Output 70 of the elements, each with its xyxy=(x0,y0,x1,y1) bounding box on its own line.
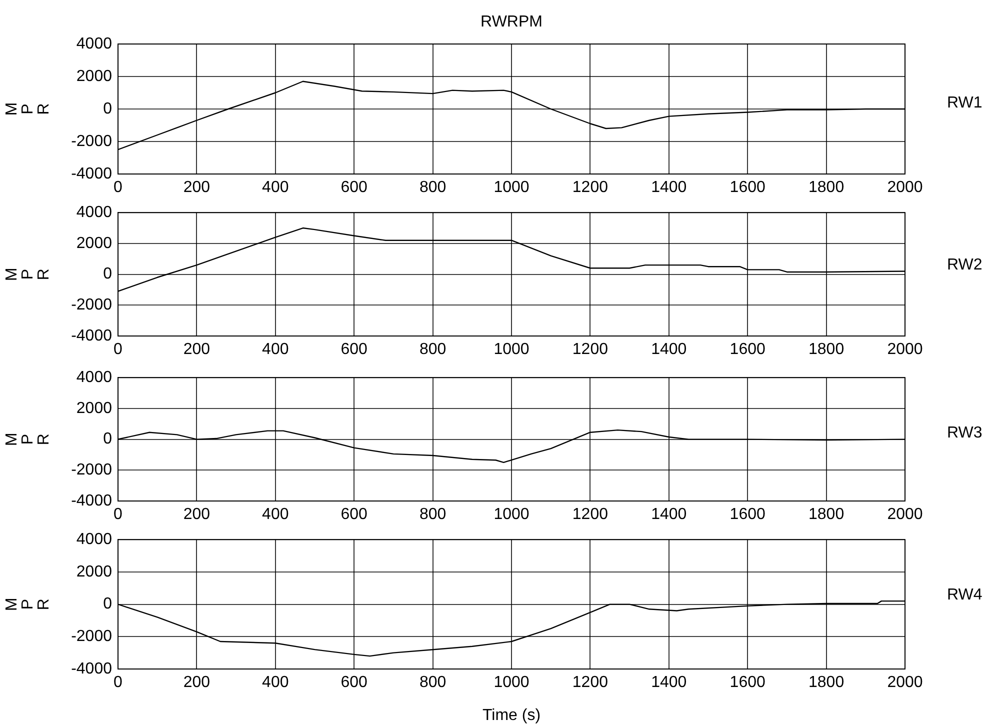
y-tick-label: 0 xyxy=(103,100,112,118)
y-tick-label: 4000 xyxy=(76,35,112,52)
x-tick-label: 800 xyxy=(419,674,446,692)
x-tick-label: 200 xyxy=(183,674,210,692)
x-tick-label: 600 xyxy=(340,506,368,524)
x-tick-label: 1400 xyxy=(651,179,687,196)
x-tick-label: 1400 xyxy=(651,506,687,524)
x-tick-label: 1400 xyxy=(651,341,687,358)
x-tick-label: 1600 xyxy=(730,341,766,358)
x-tick-label: 1200 xyxy=(572,179,608,196)
y-axis-title: MPR xyxy=(3,432,52,446)
x-tick-label: 600 xyxy=(340,179,368,196)
y-tick-label: -2000 xyxy=(71,628,112,646)
x-tick-label: 1000 xyxy=(494,179,530,196)
x-tick-label: 600 xyxy=(340,674,368,692)
x-tick-label: 1000 xyxy=(494,674,530,692)
x-tick-label: 1600 xyxy=(730,674,766,692)
y-tick-label: 0 xyxy=(103,430,112,448)
x-tick-label: 2000 xyxy=(887,179,923,196)
y-axis-title: MPR xyxy=(3,598,52,611)
x-tick-label: 2000 xyxy=(887,674,923,692)
x-tick-label: 1000 xyxy=(494,506,530,524)
x-tick-label: 1800 xyxy=(808,506,844,524)
x-tick-label: 1200 xyxy=(572,674,608,692)
text: RW4 xyxy=(947,586,982,604)
y-axis-title: MPR xyxy=(3,268,52,281)
x-tick-label: 1800 xyxy=(808,674,844,692)
x-tick-label: 200 xyxy=(183,179,210,196)
text: RW1 xyxy=(947,94,982,112)
y-tick-label: 4000 xyxy=(76,204,112,222)
y-tick-label: 4000 xyxy=(76,531,112,548)
x-tick-label: 400 xyxy=(262,179,289,196)
x-tick-label: 200 xyxy=(183,341,210,358)
y-tick-label: 2000 xyxy=(76,234,112,252)
chart-title: RWRPM xyxy=(480,13,542,30)
y-tick-label: -4000 xyxy=(71,327,112,344)
y-axis-title: MPR xyxy=(3,102,52,116)
x-tick-label: 400 xyxy=(262,674,289,692)
y-tick-label: 2000 xyxy=(76,563,112,580)
y-tick-label: 4000 xyxy=(76,369,112,386)
x-tick-label: 1800 xyxy=(808,341,844,358)
x-tick-label: 600 xyxy=(340,341,368,358)
y-tick-label: 2000 xyxy=(76,400,112,417)
x-tick-label: 1600 xyxy=(730,506,766,524)
x-tick-label: 1200 xyxy=(572,341,608,358)
y-tick-label: -4000 xyxy=(71,492,112,510)
x-tick-label: 1400 xyxy=(651,674,687,692)
y-tick-label: 0 xyxy=(103,596,112,613)
x-tick-label: 2000 xyxy=(887,506,923,524)
y-tick-label: -4000 xyxy=(71,660,112,678)
x-tick-label: 800 xyxy=(419,506,446,524)
x-tick-label: 200 xyxy=(183,506,210,524)
y-tick-label: -2000 xyxy=(71,132,112,150)
y-tick-label: 0 xyxy=(103,266,112,283)
y-tick-label: -4000 xyxy=(71,165,112,182)
y-tick-label: -2000 xyxy=(71,296,112,314)
x-tick-label: 800 xyxy=(419,179,446,196)
x-tick-label: 400 xyxy=(262,341,289,358)
text: RW2 xyxy=(947,256,982,274)
x-tick-label: 2000 xyxy=(887,341,923,358)
x-tick-label: 400 xyxy=(262,506,289,524)
x-tick-label: 1200 xyxy=(572,506,608,524)
y-tick-label: 2000 xyxy=(76,68,112,85)
x-axis-title: Time (s) xyxy=(482,706,541,724)
y-tick-label: -2000 xyxy=(71,462,112,479)
text: RW3 xyxy=(947,424,982,442)
x-tick-label: 1000 xyxy=(494,341,530,358)
x-tick-label: 1600 xyxy=(730,179,766,196)
x-tick-label: 800 xyxy=(419,341,446,358)
x-tick-label: 1800 xyxy=(808,179,844,196)
